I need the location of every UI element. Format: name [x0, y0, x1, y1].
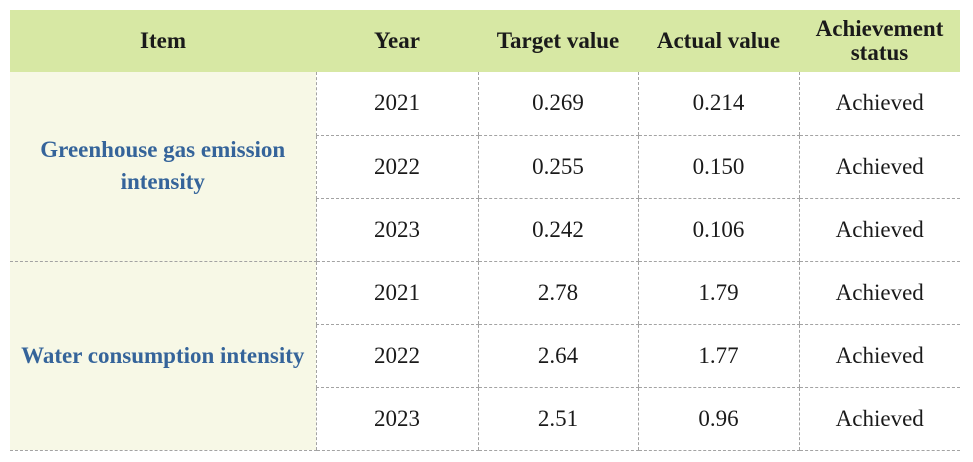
header-target-value: Target value [478, 10, 638, 72]
year-cell: 2022 [315, 135, 478, 199]
target-cell: 0.242 [477, 198, 638, 262]
table-row: 2023 2.51 0.96 Achieved [10, 387, 960, 451]
status-cell: Achieved [798, 324, 960, 388]
table-row: 2022 0.255 0.150 Achieved [10, 135, 960, 199]
actual-cell: 1.77 [637, 324, 799, 388]
actual-cell: 1.79 [637, 261, 799, 325]
table-row: 2022 2.64 1.77 Achieved [10, 324, 960, 388]
targets-table: Item Year Target value Actual value Achi… [10, 10, 960, 451]
target-cell: 2.51 [477, 387, 638, 451]
target-cell: 2.64 [477, 324, 638, 388]
target-cell: 0.255 [477, 135, 638, 199]
target-cell: 2.78 [477, 261, 638, 325]
item-cell-water-consumption: Water consumption intensity [10, 261, 316, 451]
status-cell: Achieved [798, 387, 960, 451]
year-cell: 2023 [315, 387, 478, 451]
actual-cell: 0.150 [637, 135, 799, 199]
table-row: Water consumption intensity 2021 2.78 1.… [10, 261, 960, 451]
year-cell: 2022 [315, 324, 478, 388]
status-cell: Achieved [798, 72, 960, 136]
actual-cell: 0.96 [637, 387, 799, 451]
table-row: 2023 0.242 0.106 Achieved [10, 198, 960, 262]
year-cell: 2021 [315, 261, 478, 325]
header-row: Item Year Target value Actual value Achi… [10, 10, 960, 72]
status-cell: Achieved [798, 135, 960, 199]
target-cell: 0.269 [477, 72, 638, 136]
header-item: Item [10, 10, 316, 72]
item-cell-greenhouse-gas: Greenhouse gas emission intensity [10, 72, 316, 262]
status-cell: Achieved [798, 261, 960, 325]
actual-cell: 0.214 [637, 72, 799, 136]
header-year: Year [316, 10, 478, 72]
actual-cell: 0.106 [637, 198, 799, 262]
header-actual-value: Actual value [638, 10, 799, 72]
year-cell: 2023 [315, 198, 478, 262]
table-row: Greenhouse gas emission intensity 2021 0… [10, 72, 960, 262]
status-cell: Achieved [798, 198, 960, 262]
header-achievement-status: Achievement status [799, 10, 960, 72]
year-cell: 2021 [315, 72, 478, 136]
